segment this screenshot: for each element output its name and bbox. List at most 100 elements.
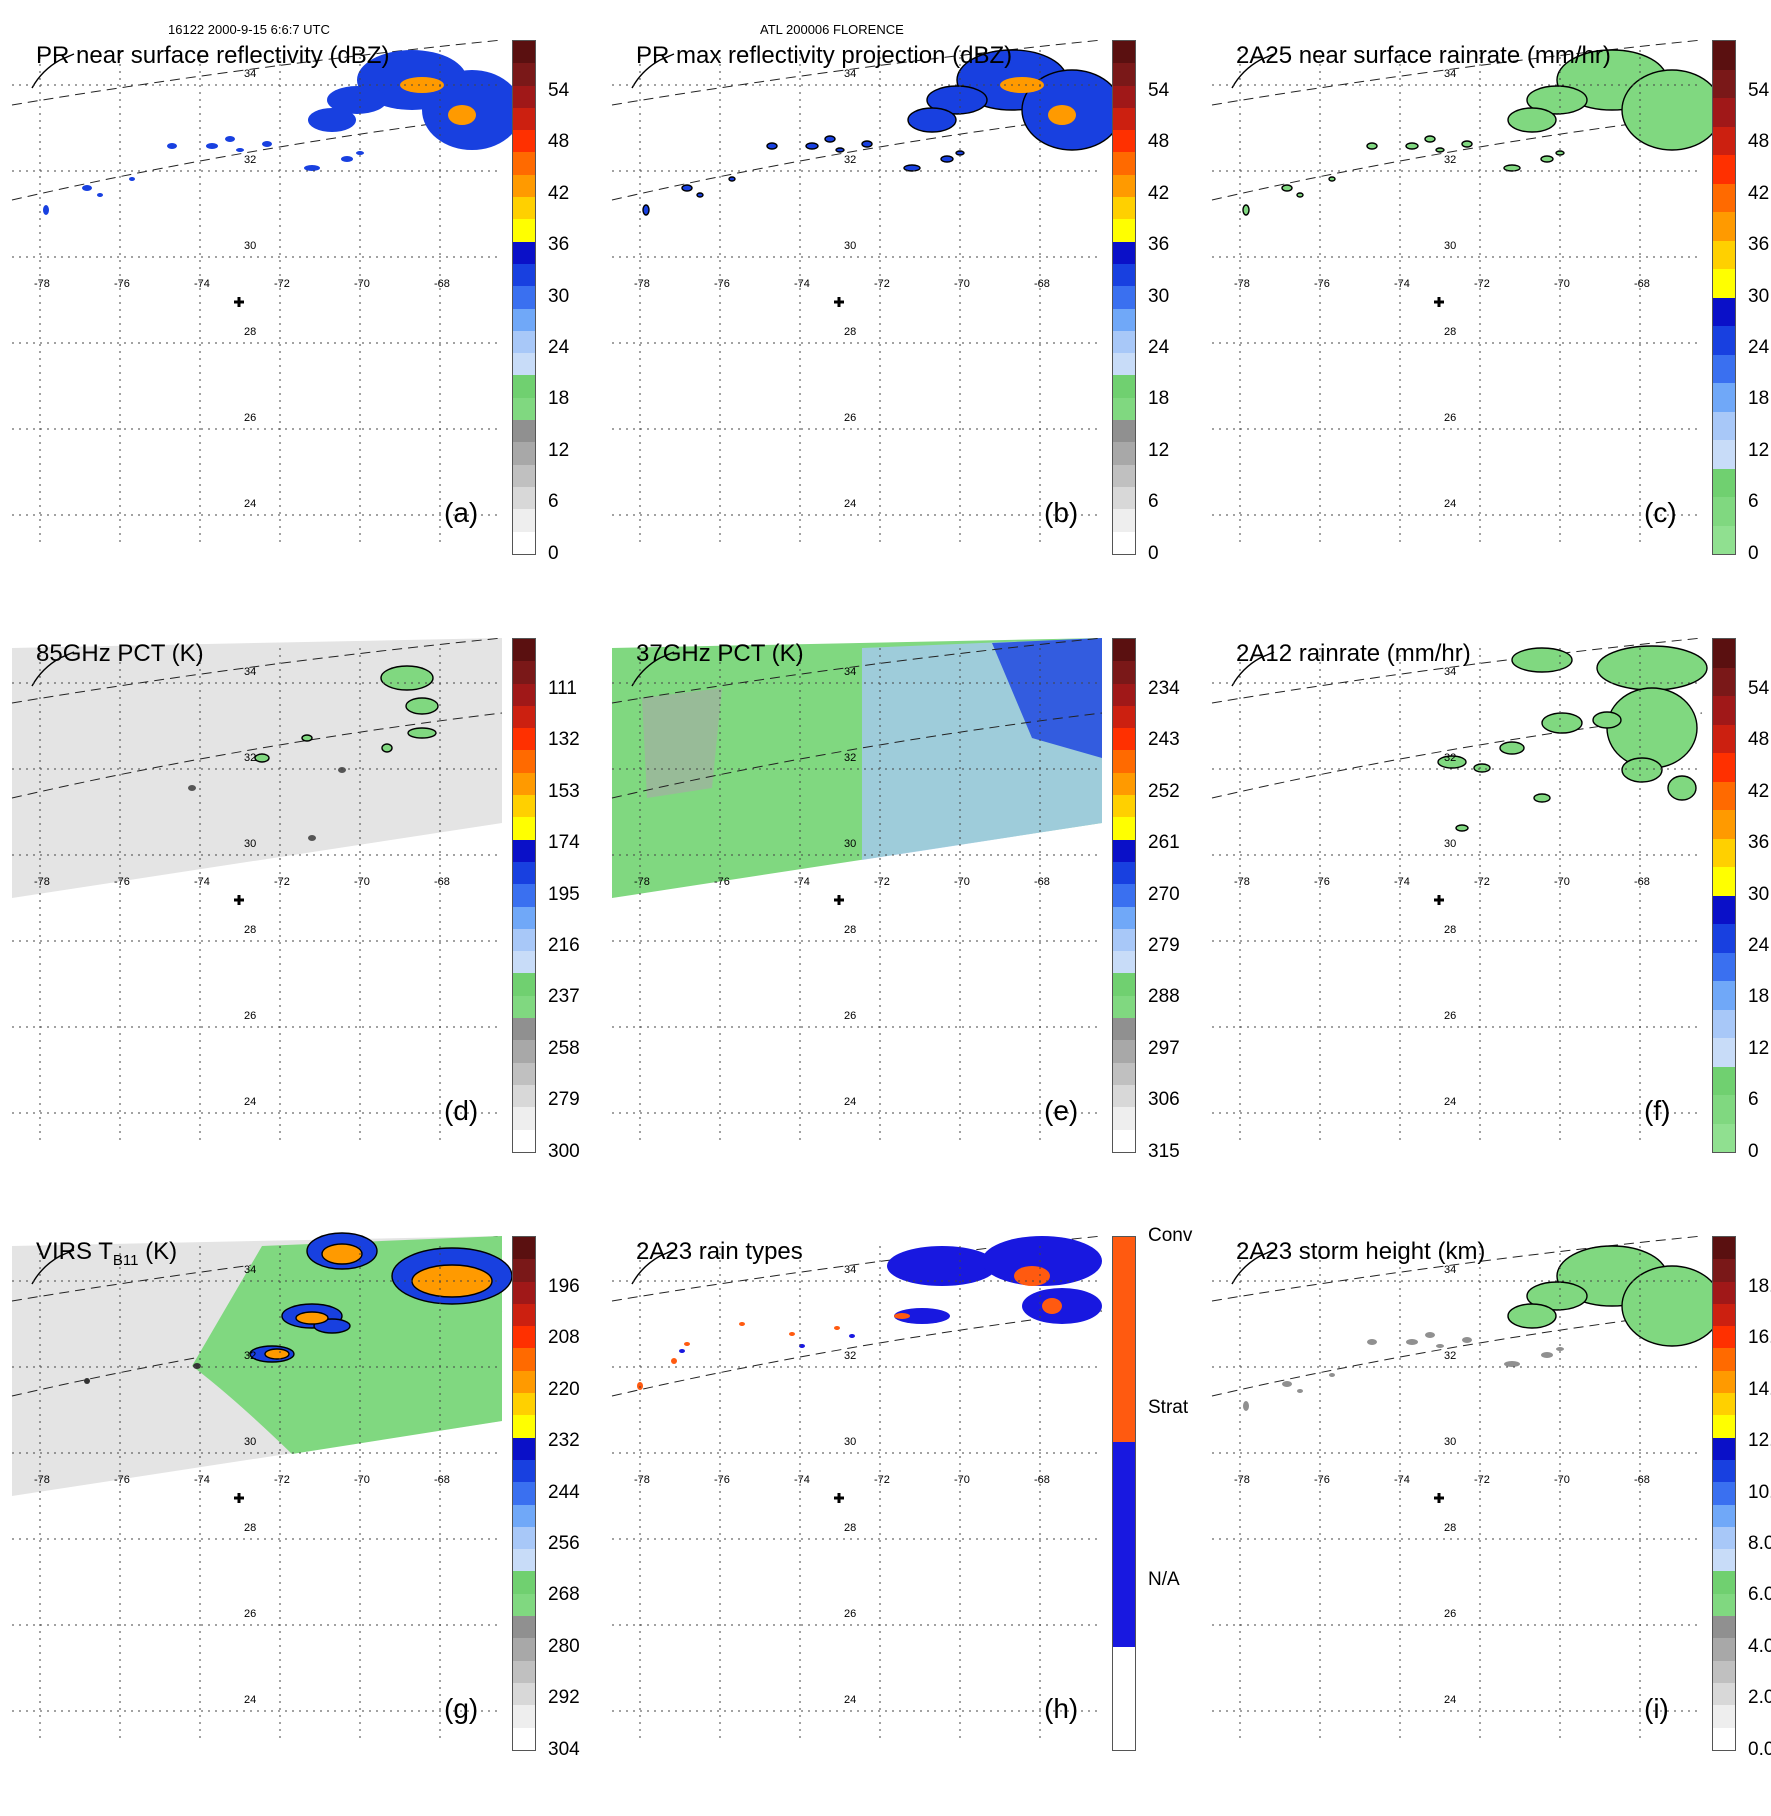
colorbar-label: 258 [548, 1037, 580, 1059]
precip-cell [835, 147, 845, 153]
colorbar-segment [513, 705, 535, 729]
lon-label: -76 [714, 278, 730, 290]
colorbar-segment [1713, 667, 1735, 696]
colorbar-segment [1113, 486, 1135, 510]
storm-rainband [1621, 1265, 1723, 1347]
colorbar-label: 36 [1748, 832, 1770, 854]
lat-label: 34 [844, 666, 856, 678]
colorbar-label: 297 [1148, 1037, 1180, 1059]
precip-cell [681, 184, 693, 192]
precip-cell [82, 185, 92, 191]
precip-cell [1435, 147, 1445, 153]
colorbar-segment [513, 420, 535, 443]
panel-letter: (a) [444, 497, 479, 528]
lon-label: -74 [1394, 1474, 1410, 1486]
lon-label: -74 [794, 876, 810, 888]
map-f: -78 -76 -74 -72 -70 -68 34 32 30 28 26 24 [1211, 637, 1708, 1143]
lat-label: 34 [844, 68, 856, 80]
stratiform-rain [894, 1308, 950, 1324]
colorbar-label: 279 [1148, 935, 1180, 956]
colorbar-segment [513, 1727, 535, 1750]
lat-label: 28 [244, 326, 256, 338]
storm-rainband [308, 108, 356, 132]
colorbar-segment [513, 906, 535, 929]
colorbar-segment [1713, 1638, 1735, 1661]
colorbar-segment [513, 772, 535, 796]
colorbar-segment [513, 1393, 535, 1416]
precip-cell [1555, 150, 1565, 156]
colorbar-segment [1713, 810, 1735, 839]
lon-label: -68 [1034, 1474, 1050, 1486]
lon-label: -76 [1314, 1474, 1330, 1486]
colorbar-segment [513, 1084, 535, 1108]
precip-cell [43, 205, 49, 215]
lat-label: 30 [844, 240, 856, 252]
colorbar-label: 268 [548, 1584, 580, 1606]
colorbar-segment [1713, 1393, 1735, 1416]
colorbar-label: 48 [1748, 729, 1770, 751]
lat-label: 28 [1444, 924, 1456, 936]
colorbar-label: 42 [1748, 182, 1770, 204]
lat-label: 30 [244, 838, 256, 850]
colorbar-segment [1713, 1482, 1735, 1505]
precip-cell [1406, 1339, 1418, 1345]
colorbar-segment [513, 1526, 535, 1550]
panel-title-subscript: B11 [112, 1251, 139, 1269]
colorbar-segment [513, 1062, 535, 1085]
colorbar-segment [513, 1660, 535, 1683]
precip-cell [1504, 1361, 1520, 1367]
colorbar-segment [1113, 817, 1135, 840]
colorbar-segment [1713, 1437, 1735, 1460]
colorbar-label: Strat [1148, 1397, 1189, 1418]
lon-label: -78 [34, 876, 50, 888]
map-b: -78 -76 -74 -72 -70 -68 34 32 30 28 26 24 [611, 39, 1123, 545]
precip-cell [1405, 142, 1419, 150]
colorbar-label: 42 [1148, 182, 1170, 204]
colorbar-label: 270 [1148, 883, 1180, 905]
colorbar-segment [1113, 353, 1135, 376]
precip-cell [341, 156, 353, 162]
lon-label: -72 [274, 1474, 290, 1486]
precip-cell [766, 142, 778, 150]
colorbar-segment [1713, 1326, 1735, 1349]
map-i: -78 -76 -74 -72 -70 -68 34 32 30 28 26 24 [1211, 1235, 1723, 1741]
panel-g: -78 -76 -74 -72 -70 -68 34 32 30 28 26 24 VIRS TB11 … [11, 1232, 602, 1816]
lat-label: 26 [1444, 412, 1456, 424]
lon-label: -70 [354, 278, 370, 290]
storm-center-marker [834, 297, 844, 307]
precip-cell [129, 177, 135, 181]
colorbar-segment [513, 1040, 535, 1063]
convective-cell [671, 1358, 677, 1364]
lat-label: 30 [1444, 240, 1456, 252]
colorbar-label: 12 [1748, 1037, 1770, 1059]
colorbar-label: 261 [1148, 832, 1180, 854]
colorbar-segment [513, 41, 535, 64]
colorbar-segment [1713, 1459, 1735, 1483]
colorbar-segment [513, 219, 535, 242]
colorbar-segment [1713, 69, 1735, 98]
lat-label: 34 [244, 68, 256, 80]
storm-rainband [1526, 1281, 1588, 1311]
lon-label: -72 [874, 278, 890, 290]
lon-label: -70 [1554, 1474, 1570, 1486]
map-d: -78 -76 -74 -72 -70 -68 34 32 30 28 26 24 [11, 637, 503, 1143]
storm-core [448, 105, 476, 125]
colorbar-segment [513, 951, 535, 974]
colorbar-label: 306 [1148, 1089, 1180, 1111]
colorbar-segment [1113, 1339, 1135, 1443]
precip-cell [940, 155, 954, 163]
colorbar-segment [1113, 884, 1135, 907]
colorbar-label: 36 [1148, 234, 1170, 256]
lat-label: 26 [1444, 1010, 1456, 1022]
colorbar-segment [513, 928, 535, 952]
rain-area [1455, 824, 1469, 832]
colorbar-label: 237 [548, 986, 580, 1008]
lat-label: 26 [844, 1010, 856, 1022]
precip-cell [805, 142, 819, 150]
lat-label: 30 [1444, 838, 1456, 850]
lon-label: -68 [1034, 278, 1050, 290]
swath-edge-south [611, 1310, 1103, 1397]
precip-cell [1424, 135, 1436, 143]
very-cold-cloud-tops [264, 1348, 290, 1360]
lon-label: -68 [1634, 876, 1650, 888]
